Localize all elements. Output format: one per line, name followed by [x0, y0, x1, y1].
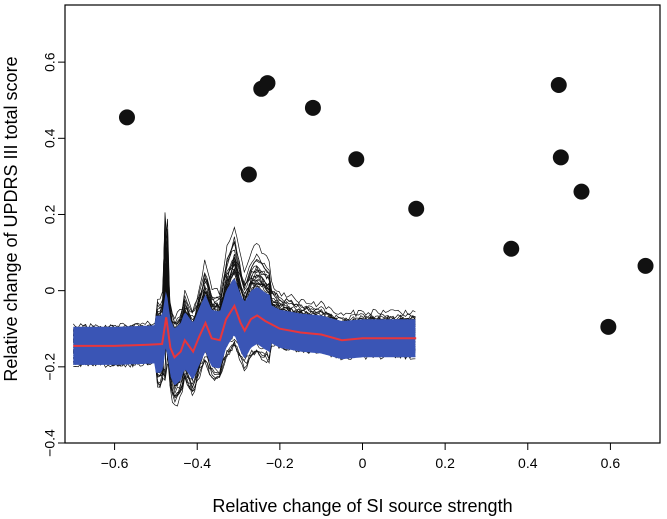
data-point [240, 166, 257, 183]
x-tick-label: −0.6 [101, 455, 129, 471]
x-axis-title: Relative change of SI source strength [212, 496, 512, 516]
x-tick-label: −0.2 [266, 455, 294, 471]
plot-frame [64, 4, 661, 444]
data-point [118, 109, 135, 126]
mean-curve [73, 303, 417, 359]
y-tick-label: 0.4 [42, 128, 58, 148]
y-tick-label: −0.2 [42, 353, 58, 381]
y-tick-label: −0.4 [42, 429, 58, 457]
y-tick-label: 0.2 [42, 205, 58, 225]
x-tick-label: 0 [359, 455, 367, 471]
x-tick-label: 0.2 [435, 455, 455, 471]
mean-curve-line [73, 303, 417, 359]
data-point [573, 183, 590, 200]
data-point [637, 257, 654, 274]
data-point [550, 76, 567, 93]
data-points [118, 75, 654, 335]
data-point [503, 240, 520, 257]
x-tick-label: 0.6 [601, 455, 621, 471]
x-axis: −0.6 −0.4 −0.2 0 0.2 0.4 0.6 [101, 443, 621, 471]
x-tick-label: −0.4 [183, 455, 211, 471]
y-tick-label: 0 [42, 287, 58, 295]
data-point [259, 75, 276, 92]
data-point [552, 149, 569, 166]
data-point [348, 151, 365, 168]
data-point [304, 99, 321, 116]
data-point [600, 318, 617, 335]
y-axis: −0.4 −0.2 0 0.2 0.4 0.6 [42, 52, 65, 457]
y-tick-label: 0.6 [42, 52, 58, 72]
x-tick-label: 0.4 [518, 455, 538, 471]
data-point [408, 200, 425, 217]
y-axis-title: Relative change of UPDRS III total score [1, 56, 21, 381]
